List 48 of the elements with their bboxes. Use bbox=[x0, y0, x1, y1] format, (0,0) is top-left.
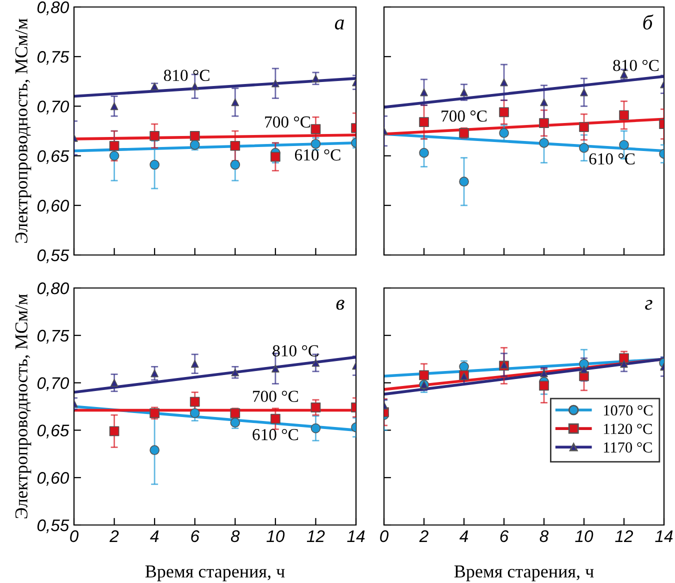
x-axis-title: Время старения, ч bbox=[145, 566, 285, 582]
x-axis-title: Время старения, ч bbox=[454, 566, 594, 582]
y-tick-label: 0,75 bbox=[37, 330, 70, 344]
y-tick-label: 0,70 bbox=[37, 377, 70, 391]
x-tick-label: 12 bbox=[306, 530, 325, 542]
y-tick-label: 0,75 bbox=[37, 51, 70, 65]
x-tick-label: 6 bbox=[500, 530, 509, 542]
x-tick-label: 10 bbox=[575, 530, 594, 542]
annotation: 700 °C bbox=[253, 390, 298, 402]
annotation: 700 °C bbox=[442, 110, 487, 122]
y-tick-label: 0,80 bbox=[37, 282, 70, 296]
x-tick-label: 14 bbox=[655, 530, 673, 542]
annotation: а bbox=[334, 20, 344, 30]
annotation: 810 °C bbox=[164, 70, 210, 82]
x-tick-label: 8 bbox=[230, 530, 240, 542]
annotation: 810 °C bbox=[272, 345, 318, 356]
annotation: 610 °C bbox=[589, 153, 635, 165]
x-tick-label: 4 bbox=[459, 530, 468, 542]
y-tick-label: 0,80 bbox=[37, 1, 70, 16]
y-tick-label: 0,60 bbox=[37, 472, 70, 486]
legend-label: 1120 °C bbox=[604, 424, 652, 434]
y-tick-label: 0,65 bbox=[37, 150, 70, 164]
annotation: 610 °C bbox=[252, 428, 298, 440]
x-tick-label: 4 bbox=[150, 530, 159, 542]
y-tick-label: 0,55 bbox=[37, 249, 70, 264]
annotation: г bbox=[645, 300, 652, 310]
y-axis-title: Электропроводность, МСм/м bbox=[15, 294, 32, 518]
x-tick-label: 6 bbox=[191, 530, 200, 542]
y-tick-label: 0,55 bbox=[37, 519, 70, 534]
x-tick-label: 14 bbox=[347, 530, 365, 542]
x-tick-label: 0 bbox=[70, 530, 78, 542]
annotation: 810 °C bbox=[613, 60, 659, 72]
y-tick-label: 0,60 bbox=[37, 200, 70, 214]
x-tick-label: 2 bbox=[110, 530, 119, 542]
legend-label: 1070 °C bbox=[604, 405, 652, 416]
x-tick-label: 10 bbox=[266, 530, 285, 542]
annotation: б bbox=[643, 14, 654, 30]
y-axis-title: Электропроводность, МСм/м bbox=[15, 18, 32, 243]
y-tick-label: 0,70 bbox=[37, 100, 70, 114]
x-tick-label: 8 bbox=[540, 530, 549, 542]
x-tick-label: 12 bbox=[615, 530, 634, 542]
annotation: в bbox=[336, 300, 344, 310]
annotation: 610 °C bbox=[294, 149, 340, 161]
y-tick-label: 0,65 bbox=[37, 424, 70, 438]
annotation: 700 °C bbox=[265, 116, 310, 128]
legend-label: 1170 °C bbox=[604, 442, 652, 453]
x-tick-label: 0 bbox=[380, 530, 388, 542]
x-tick-label: 2 bbox=[419, 530, 428, 542]
